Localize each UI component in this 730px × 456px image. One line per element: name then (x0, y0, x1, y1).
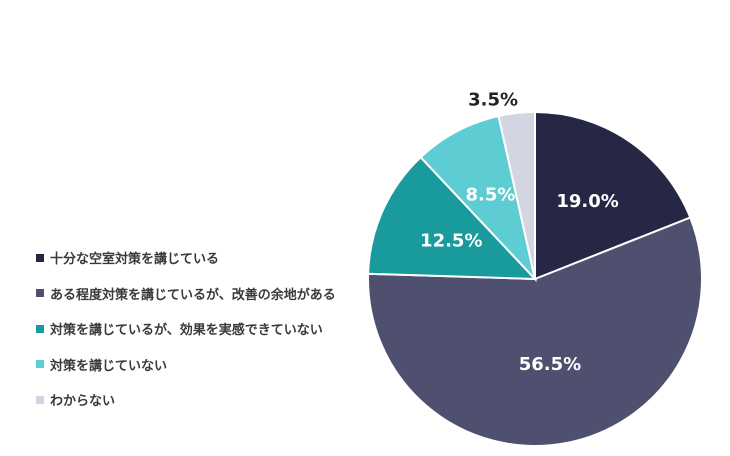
legend-label-1: ある程度対策を講じているが、改善の余地がある (50, 287, 336, 303)
pie-slice-0 (534, 110, 692, 281)
legend-label-2: 対策を講じているが、効果を実感できていない (50, 323, 323, 339)
legend-swatch-3 (36, 360, 44, 369)
legend-label-0: 十分な空室対策を講じている (50, 252, 220, 268)
legend: 十分な空室対策を講じている ある程度対策を講じているが、改善の余地がある 対策を… (36, 240, 336, 418)
slice-label-2: 12.5% (420, 231, 482, 252)
legend-label-4: わからない (50, 394, 116, 410)
legend-item-3: 対策を講じていない (36, 347, 336, 383)
slice-label-4: 3.5% (468, 90, 518, 111)
pie-slice-3 (419, 114, 537, 283)
legend-item-4: わからない (36, 382, 336, 418)
pie-slice-4 (497, 110, 536, 280)
legend-item-1: ある程度対策を講じているが、改善の余地がある (36, 276, 336, 312)
legend-item-0: 十分な空室対策を講じている (36, 240, 336, 276)
legend-swatch-4 (36, 395, 44, 404)
legend-swatch-2 (36, 324, 44, 333)
legend-label-3: 対策を講じていない (50, 358, 168, 374)
pie-slice-2 (367, 155, 538, 281)
slice-label-0: 19.0% (556, 191, 618, 212)
legend-swatch-0 (36, 253, 44, 262)
pie-slice-1 (367, 216, 703, 447)
slice-label-1: 56.5% (519, 354, 581, 375)
legend-item-2: 対策を講じているが、効果を実感できていない (36, 311, 336, 347)
slice-label-3: 8.5% (465, 184, 515, 205)
legend-swatch-1 (36, 289, 44, 298)
